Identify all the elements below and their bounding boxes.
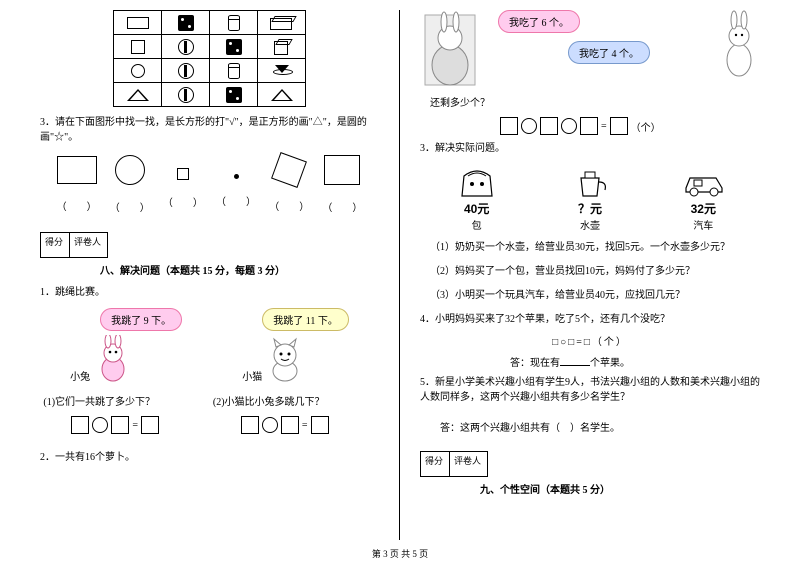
rabbit-label: 小兔 — [70, 368, 90, 383]
dot-icon — [234, 174, 239, 179]
question-1: 1．跳绳比赛。 — [40, 285, 379, 300]
question-3: 3．解决实际问题。 — [420, 141, 760, 156]
small-square-icon — [177, 168, 189, 180]
cone-icon — [273, 65, 291, 77]
score-box-2: 得分 评卷人 — [420, 451, 760, 477]
big-rectangle-icon — [57, 156, 97, 184]
score-label: 得分 — [40, 232, 70, 258]
sub-question-2: (2)小猫比小兔多跳几下？ — [213, 395, 376, 410]
rabbit-block: 我跳了 9 下。 小兔 — [70, 308, 182, 383]
question-5: 5．新星小学美术兴趣小组有学生9人，书法兴趣小组的人数和美术兴趣小组的人数同样多… — [420, 375, 760, 405]
q4-equation[interactable]: □○□=□（个） — [420, 333, 760, 348]
question-3-text: 3．请在下面图形中找一找，是长方形的打"√"，是正方形的画"△"，是圆的画"☆"… — [40, 115, 379, 145]
sub-q3: （3）小明买一个玩具汽车，给营业员40元，应找回几元？ — [430, 288, 760, 304]
child-rabbit-icon — [718, 10, 760, 80]
car-icon — [680, 164, 726, 200]
mother-rabbit-icon — [420, 10, 480, 90]
square-icon — [131, 40, 145, 54]
cat-label: 小猫 — [242, 368, 262, 383]
eat4-bubble: 我吃了 4 个。 — [568, 41, 650, 64]
cat-icon — [266, 335, 304, 383]
rabbit-speech-bubble: 我跳了 9 下。 — [100, 308, 182, 331]
tilted-square-icon — [271, 152, 307, 188]
sub-question-1: (1)它们一共跳了多少下？ — [43, 395, 206, 410]
big-rectangle2-icon — [324, 155, 360, 185]
equation-row-2[interactable]: = — [241, 416, 376, 434]
section-9-title: 九、个性空间（本题共 5 分） — [480, 481, 760, 496]
dice-icon — [226, 87, 242, 103]
section-8-title: 八、解决问题（本题共 15 分，每题 3 分） — [100, 262, 379, 277]
page-footer: 第 3 页 共 5 页 — [0, 547, 800, 560]
cat-block: 我跳了 11 下。 小猫 — [242, 308, 349, 383]
cuboid-icon — [270, 16, 294, 30]
circle-icon — [131, 64, 145, 78]
remain-equation[interactable]: = （个） — [500, 117, 760, 135]
cylinder-icon — [228, 63, 240, 79]
dice-icon — [178, 15, 194, 31]
carrot-problem: 我吃了 6 个。 我吃了 4 个。 — [420, 10, 760, 90]
car-price: 32元 — [691, 200, 716, 217]
dice-icon — [226, 39, 242, 55]
question-4: 4．小明妈妈买来了32个苹果，吃了5个，还有几个没吃？ — [420, 312, 760, 327]
grader-label: 评卷人 — [70, 232, 108, 258]
kettle-icon — [567, 164, 613, 200]
equation-row-1[interactable]: = — [71, 416, 206, 434]
shape-classification-table — [113, 10, 306, 107]
remain-question: 还剩多少个？ — [430, 96, 760, 111]
unit-ge: （个） — [631, 119, 661, 134]
sub-q2: （2）妈妈买了一个包，营业员找回10元，妈妈付了多少元？ — [430, 264, 760, 280]
triangle-icon — [127, 89, 149, 101]
q4-answer[interactable]: 答：现在有个苹果。 — [510, 354, 760, 369]
rectangle-icon — [127, 17, 149, 29]
bag-icon — [454, 164, 500, 200]
shapes-identify-row: （ ） （ ） （ ） （ ） （ ） （ ） — [40, 155, 379, 214]
sphere-icon — [178, 39, 194, 55]
cat-speech-bubble: 我跳了 11 下。 — [262, 308, 349, 331]
cylinder-icon — [228, 15, 240, 31]
kettle-label: 水壶 — [580, 217, 600, 232]
score-label: 得分 — [420, 451, 450, 477]
question-2: 2．一共有16个萝卜。 — [40, 450, 379, 465]
sphere-icon — [178, 63, 194, 79]
q5-answer[interactable]: 答：这两个兴趣小组共有（ ）名学生。 — [440, 421, 760, 437]
sphere-icon — [178, 87, 194, 103]
eat6-bubble: 我吃了 6 个。 — [498, 10, 580, 33]
car-label: 汽车 — [693, 217, 713, 232]
kettle-price: ？元 — [578, 200, 602, 217]
rabbit-icon — [94, 335, 132, 383]
score-box: 得分 评卷人 — [40, 232, 379, 258]
sub-q1: （1）奶奶买一个水壶，给营业员30元，找回5元。一个水壶多少元？ — [430, 240, 760, 256]
triangle-icon — [271, 89, 293, 101]
items-row: 40元 包 ？元 水壶 32元 汽车 — [420, 164, 760, 232]
big-circle-icon — [115, 155, 145, 185]
left-column: 3．请在下面图形中找一找，是长方形的打"√"，是正方形的画"△"，是圆的画"☆"… — [30, 10, 400, 540]
cube-icon — [274, 39, 290, 55]
bag-price: 40元 — [464, 200, 489, 217]
right-column: 我吃了 6 个。 我吃了 4 个。 还剩多少个？ = （个） 3．解决实际问题。… — [400, 10, 770, 540]
bag-label: 包 — [472, 217, 482, 232]
grader-label: 评卷人 — [450, 451, 488, 477]
